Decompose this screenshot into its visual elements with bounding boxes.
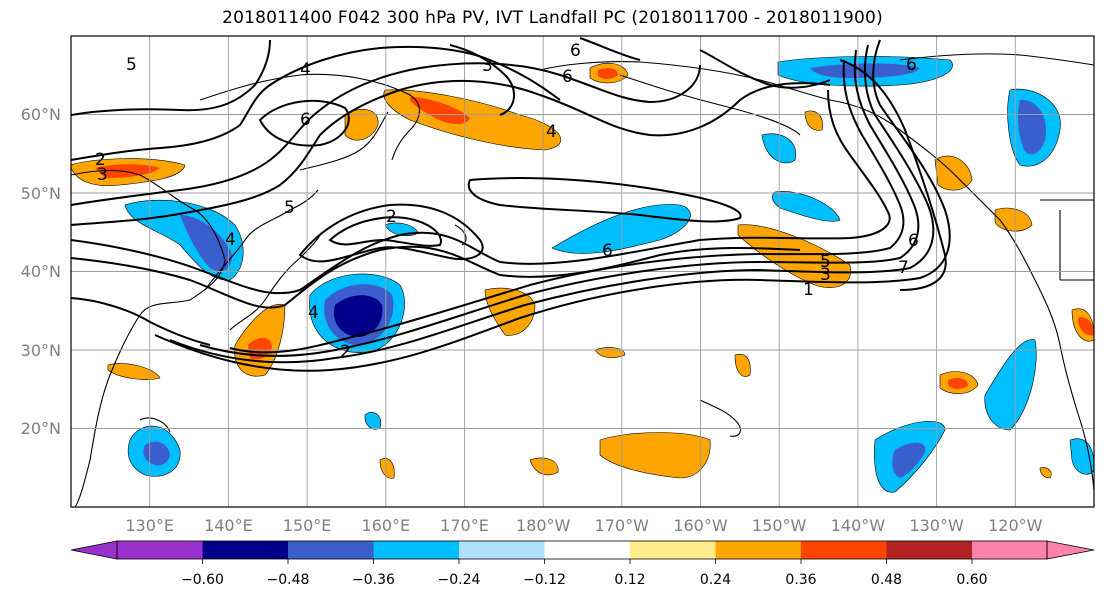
longitude-tick-label: 170°W [595,516,650,535]
map-frame [70,35,1095,508]
contour-label: 4 [225,230,236,250]
longitude-tick-label: 130°W [909,516,964,535]
colorbar-tick-label: −0.12 [523,572,566,588]
contour-label: 1 [803,280,814,300]
longitude-tick-label: 180°W [516,516,571,535]
contour-labels: 2 3 5 2 2 6 5 3 1 7 6 4 6 3 5 4 6 6 4 4 … [95,41,919,362]
negative-anomaly-shading [364,411,382,430]
latitude-tick-label: 50°N [21,184,61,203]
latitude-tick-label: 30°N [21,341,61,360]
colorbar-segment [117,541,203,559]
positive-anomaly-shading [804,110,823,131]
positive-anomaly-shading [1078,317,1094,336]
positive-anomaly-shading [1039,467,1052,479]
pv-contours [71,37,951,372]
longitude-tick-label: 120°W [988,516,1043,535]
latitude-tick-label: 60°N [21,105,61,124]
colorbar-segment [202,541,288,559]
longitude-tick-label: 150°W [752,516,807,535]
longitude-tick-label: 160°W [673,516,728,535]
colorbar-segment [972,541,1047,559]
positive-anomaly-shading [409,97,470,125]
positive-anomaly-shading [529,457,559,476]
colorbar-segment [801,541,887,559]
colorbar-segment [630,541,716,559]
colorbar-extend-high [1046,540,1095,560]
contour-label: 2 [386,207,397,227]
contour-label: 5 [284,198,295,218]
colorbar-segment [544,541,630,559]
chart-title: 2018011400 F042 300 hPa PV, IVT Landfall… [222,8,883,28]
positive-anomaly-shading [734,354,751,377]
positive-anomaly-shading [107,363,161,380]
contour-label: 6 [602,241,613,261]
colorbar-tick-label: −0.24 [438,572,481,588]
contour-label: 5 [820,252,831,272]
colorbar-tick-label: −0.60 [181,572,224,588]
latitude-tick-label: 20°N [21,419,61,438]
contour-label: 6 [906,55,917,75]
shading-layer [71,56,1094,493]
negative-anomaly-shading [1017,99,1046,155]
contour-label: 3 [97,165,108,185]
positive-anomaly-shading [599,432,711,479]
longitude-tick-labels: 130°E 140°E 150°E 160°E 170°E 180°W 170°… [125,516,1042,535]
colorbar-tick-label: 0.12 [614,572,645,588]
latitude-tick-label: 40°N [21,262,61,281]
colorbar-tick-label: 0.60 [956,572,987,588]
positive-anomaly-shading [344,108,379,141]
coastlines [71,53,1094,507]
negative-anomaly-shading [892,442,926,478]
longitude-tick-label: 150°E [283,516,332,535]
positive-anomaly-shading [948,378,968,389]
contour-label: 4 [308,303,319,323]
positive-anomaly-shading [95,164,160,178]
colorbar-segment [715,541,801,559]
positive-anomaly-shading [379,458,395,479]
colorbar-tick-label: 0.48 [871,572,902,588]
colorbar-tick-label: 0.36 [785,572,816,588]
contour-label: 7 [898,258,909,278]
colorbar-segment [459,541,545,559]
latitude-tick-labels: 20°N 30°N 40°N 50°N 60°N [21,105,61,438]
colorbar-tick-label: −0.48 [267,572,310,588]
longitude-tick-label: 140°W [831,516,886,535]
gridlines [71,36,1094,507]
colorbar-extend-low [70,540,118,560]
negative-anomaly-shading [180,215,232,272]
colorbar-segment [288,541,374,559]
contour-label: 6 [570,41,581,61]
negative-anomaly-shading [984,339,1037,431]
colorbar-tick-label: −0.36 [352,572,395,588]
negative-anomaly-shading [771,191,841,222]
contour-label: 3 [482,56,493,76]
longitude-tick-label: 170°E [440,516,489,535]
negative-anomaly-shading [333,295,383,337]
contour-label: 6 [562,67,573,87]
longitude-tick-label: 140°E [204,516,253,535]
contour-label: 5 [126,55,137,75]
contour-label: 4 [546,122,557,142]
contour-label: 3 [820,265,831,285]
contour-label: 6 [908,231,919,251]
longitude-tick-label: 160°E [361,516,410,535]
contour-label: 2 [340,342,351,362]
colorbar-tick-label: 0.24 [700,572,731,588]
contour-label: 4 [300,60,311,80]
longitude-tick-label: 130°E [125,516,174,535]
colorbar: −0.60 −0.48 −0.36 −0.24 −0.12 0.12 0.24 … [70,540,1095,588]
positive-anomaly-shading [598,67,618,79]
contour-label: 2 [95,150,106,170]
contour-label: 6 [300,110,311,130]
colorbar-segment [886,541,972,559]
colorbar-segment [373,541,459,559]
